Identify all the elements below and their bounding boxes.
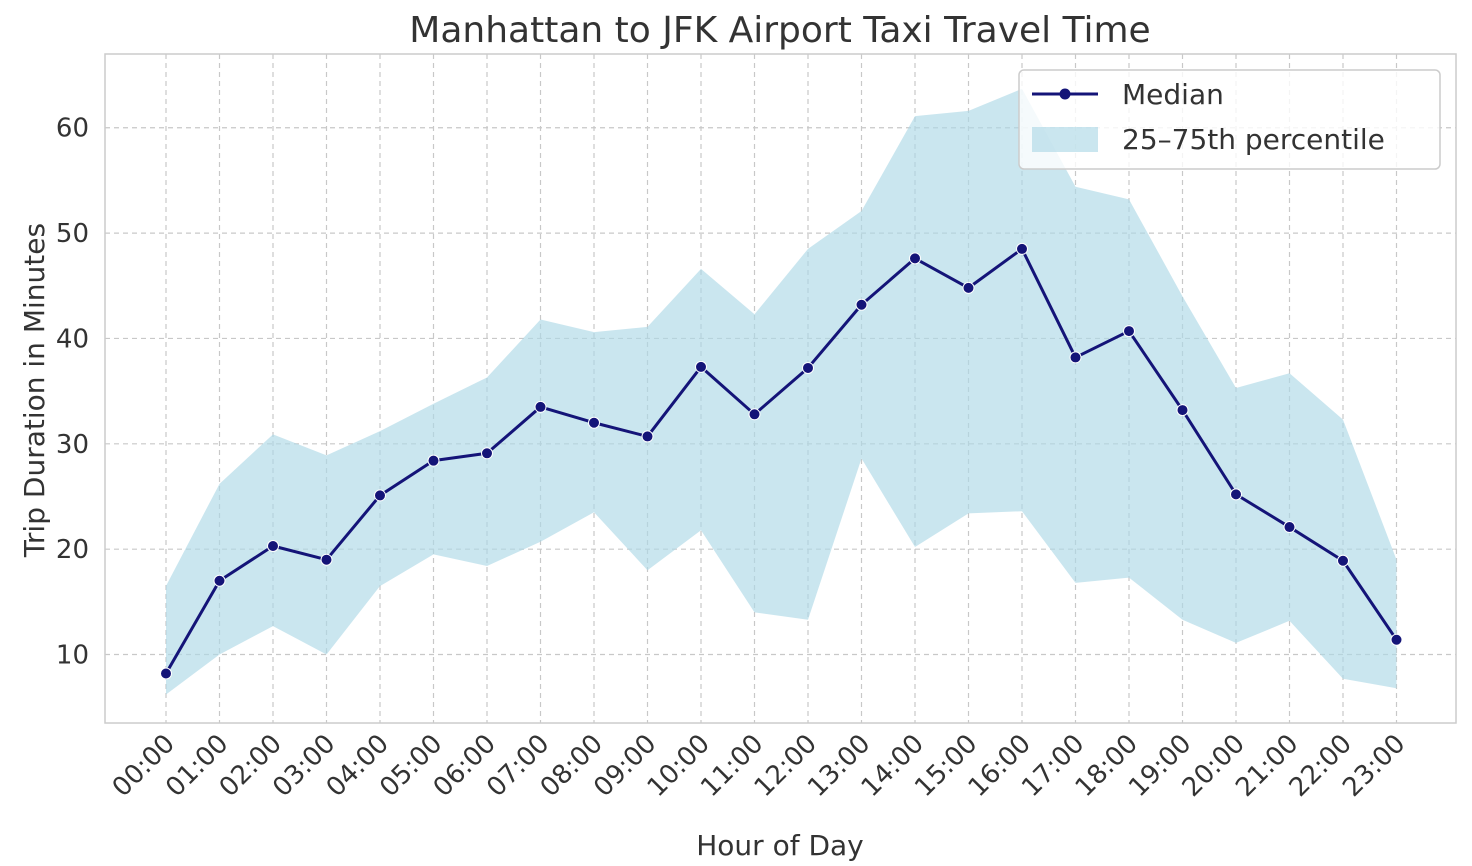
plot-frame [104,53,1457,724]
median-point [213,574,226,587]
median-point [695,360,707,373]
median-point [320,553,333,566]
x-tick-label: 23:00 [1337,729,1411,803]
median-point [855,298,868,311]
median-point [588,416,600,429]
median-series [160,242,1403,680]
median-point [1283,521,1296,534]
legend-band-label: 25–75th percentile [1122,123,1385,156]
legend-median-label: Median [1122,78,1224,111]
median-point [374,489,386,502]
y-tick-label: 20 [56,535,89,565]
legend-band-swatch [1032,127,1098,152]
median-point [267,540,279,553]
y-tick-label: 50 [56,219,89,249]
y-axis-ticks: 10 20 30 40 50 60 [56,114,89,671]
median-point [427,454,440,467]
median-point [962,281,975,294]
median-point [1230,488,1242,501]
median-point [1390,633,1403,646]
median-point [909,252,921,265]
median-point [1016,242,1028,255]
median-point [802,361,814,374]
median-point [160,667,172,680]
y-axis-label: Trip Duration in Minutes [18,223,51,558]
median-point [641,430,654,443]
y-tick-label: 60 [56,114,89,144]
x-axis-label: Hour of Day [696,829,864,862]
chart-title: Manhattan to JFK Airport Taxi Travel Tim… [409,10,1150,51]
median-point [1176,404,1189,417]
legend-median-marker [1059,88,1071,100]
median-point [1069,351,1082,364]
median-line [164,247,1398,675]
y-tick-label: 40 [56,324,89,354]
x-axis-ticks: 00:0001:0002:0003:0004:0005:0006:0007:00… [107,729,1412,803]
median-point [534,400,547,413]
y-tick-label: 30 [56,430,89,460]
legend: Median 25–75th percentile [1018,69,1441,170]
median-point [481,447,493,460]
median-point [1337,554,1349,567]
legend-box [1018,69,1441,170]
median-point [748,408,761,421]
y-tick-label: 10 [56,641,89,671]
median-point [1123,325,1135,338]
